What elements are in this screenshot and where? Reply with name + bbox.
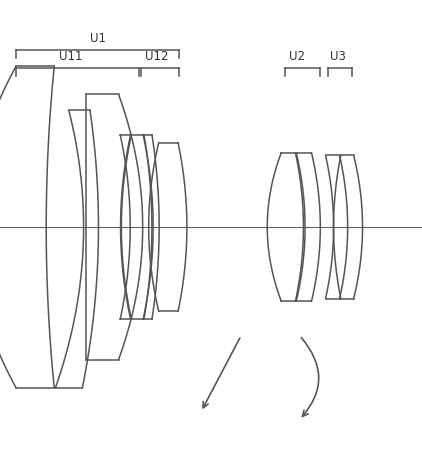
Text: U1: U1 — [90, 32, 106, 45]
Text: U11: U11 — [59, 50, 82, 63]
Text: U3: U3 — [330, 50, 346, 63]
Text: U12: U12 — [145, 50, 168, 63]
Text: U2: U2 — [289, 50, 306, 63]
